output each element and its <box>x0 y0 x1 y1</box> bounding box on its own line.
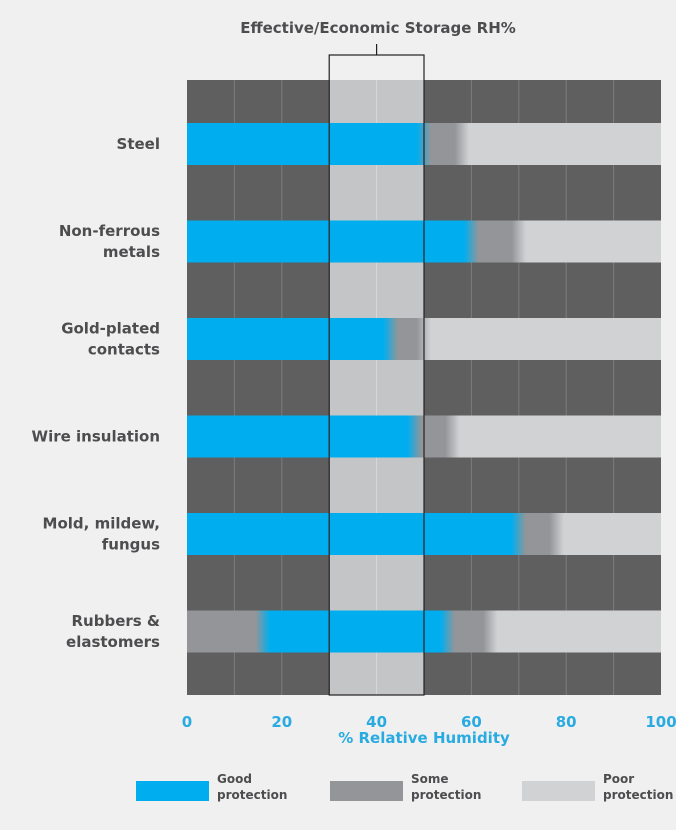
category-label: Gold-plated contacts <box>61 320 160 359</box>
category-label: Steel <box>117 135 160 153</box>
legend-label: protection <box>603 788 673 802</box>
legend-label: protection <box>411 788 481 802</box>
x-tick-label: 100 <box>645 713 676 731</box>
legend-swatch <box>136 781 209 801</box>
x-tick-label: 80 <box>556 713 577 731</box>
legend-swatch <box>522 781 595 801</box>
legend-swatch <box>330 781 403 801</box>
category-label: Rubbers & elastomers <box>66 612 160 651</box>
legend-label: Poor <box>603 772 634 786</box>
x-tick-label: 40 <box>366 713 387 731</box>
x-tick-label: 60 <box>461 713 482 731</box>
x-tick-label: 0 <box>182 713 192 731</box>
category-label: Non-ferrous metals <box>59 222 160 261</box>
x-axis-label: % Relative Humidity <box>338 729 510 747</box>
category-label: Wire insulation <box>32 428 160 446</box>
x-tick-labels: 0 20 40 60 80 100 <box>182 713 676 731</box>
chart-title: Effective/Economic Storage RH% <box>240 19 516 37</box>
legend: Good protection Some protection Poor protecti… <box>136 772 673 802</box>
legend-label: Good <box>217 772 252 786</box>
legend-label: Some <box>411 772 449 786</box>
category-labels: Steel Non-ferrous metals Gold-plated contact… <box>32 135 161 651</box>
effective-band-outline <box>328 44 425 696</box>
category-label: Mold, mildew, fungus <box>43 515 161 554</box>
x-tick-label: 20 <box>271 713 292 731</box>
legend-label: protection <box>217 788 287 802</box>
